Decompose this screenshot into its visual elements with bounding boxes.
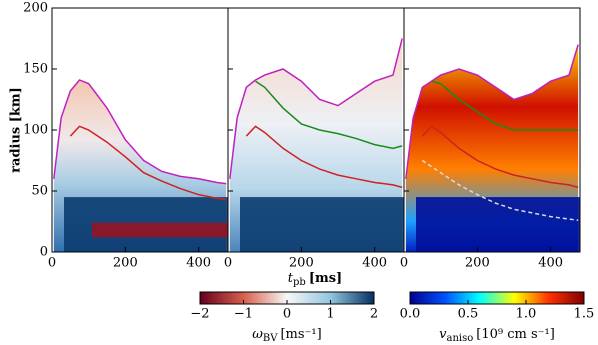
colorbar-tick-label: 0.0: [400, 307, 421, 322]
label-symbol: ω: [252, 327, 263, 342]
x-tick-label: 200: [465, 256, 490, 271]
x-label-symbol: t: [288, 271, 294, 286]
colorbar-tick-label: 0.5: [458, 307, 479, 322]
heatmap-band: [92, 222, 228, 238]
x-tick-label: 0: [224, 256, 232, 271]
label-sub: BV: [263, 333, 278, 344]
heatmap-core: [416, 197, 580, 252]
colorbar-tick-label: 1: [326, 307, 334, 322]
series-line: [405, 44, 579, 179]
label-unit: [ms⁻¹]: [280, 327, 321, 342]
colorbar-label: ωBV [ms⁻¹]: [252, 327, 321, 344]
series-line: [229, 38, 403, 179]
x-tick-label: 400: [538, 256, 563, 271]
colorbar-tick-label: 1.0: [516, 307, 537, 322]
x-tick-label: 0: [400, 256, 408, 271]
series-line: [245, 125, 403, 189]
y-tick-label: 50: [31, 184, 48, 199]
colorbar-tick-label: 2: [370, 307, 378, 322]
y-tick-label: 100: [23, 123, 48, 138]
x-label-sub: pb: [293, 277, 306, 288]
colorbar-label: vaniso [10⁹ cm s⁻¹]: [439, 327, 555, 344]
x-tick-label: 400: [186, 256, 211, 271]
label-symbol: v: [439, 327, 447, 342]
x-axis-label: tpb [ms]: [288, 271, 342, 288]
series-line: [255, 80, 403, 150]
series-line: [431, 80, 579, 131]
colorbar-tick-label: −1: [234, 307, 253, 322]
colorbar: [409, 291, 585, 305]
x-tick-label: 0: [48, 256, 56, 271]
colorbar-tick-label: 0: [283, 307, 291, 322]
label-unit: [10⁹ cm s⁻¹]: [476, 327, 555, 342]
heatmap-core: [240, 197, 404, 252]
series-line: [53, 79, 227, 185]
series-line: [421, 159, 579, 222]
y-tick-label: 150: [23, 62, 48, 77]
colorbar-tick-label: 1.5: [574, 307, 595, 322]
label-sub: aniso: [447, 333, 474, 344]
x-label-unit: [ms]: [309, 271, 342, 286]
y-tick-label: 200: [23, 1, 48, 16]
x-tick-label: 200: [289, 256, 314, 271]
x-tick-label: 200: [113, 256, 138, 271]
series-line: [69, 125, 227, 201]
x-tick-label: 400: [362, 256, 387, 271]
y-axis-label: radius [km]: [9, 87, 24, 173]
y-tick-label: 0: [40, 245, 48, 260]
colorbar-tick-label: −2: [190, 307, 209, 322]
series-line: [421, 125, 579, 189]
